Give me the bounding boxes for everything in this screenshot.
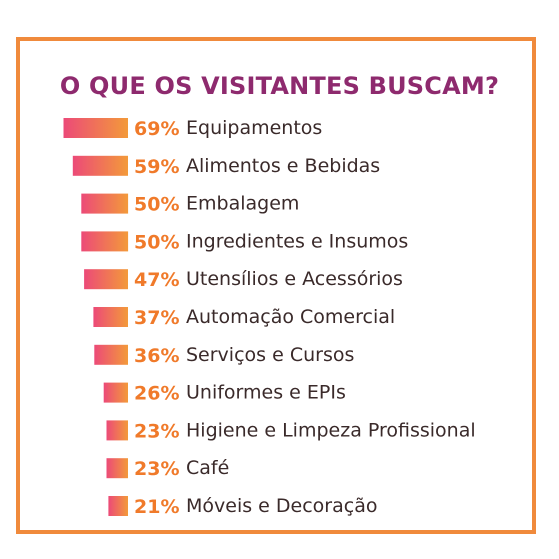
value-label-1: 69%	[134, 118, 179, 140]
bar-8	[103, 382, 128, 403]
category-label-8: Uniformes e EPIs	[186, 382, 346, 404]
bar-7	[94, 344, 128, 365]
bar-3	[81, 193, 129, 214]
bar-2	[72, 155, 128, 176]
bars-group: 69% Equipamentos 59% Alimentos e Bebidas 50%…	[63, 117, 476, 518]
category-label-7: Serviços e Cursos	[186, 344, 354, 366]
bar-4	[81, 231, 129, 252]
category-label-3: Embalagem	[186, 193, 299, 215]
category-label-2: Alimentos e Bebidas	[186, 155, 380, 177]
value-label-3: 50%	[134, 194, 179, 216]
bar-11	[108, 496, 128, 516]
bar-9	[106, 420, 128, 441]
category-label-9: Higiene e Limpeza Profissional	[186, 419, 476, 441]
value-label-7: 36%	[134, 345, 179, 367]
bar-10	[106, 458, 128, 479]
value-label-9: 23%	[134, 420, 179, 442]
category-label-5: Utensílios e Acessórios	[186, 268, 403, 290]
value-label-2: 59%	[134, 156, 179, 178]
bar-1	[63, 118, 128, 138]
category-label-11: Móveis e Decoração	[186, 495, 377, 517]
value-label-10: 23%	[134, 458, 179, 480]
category-label-10: Café	[186, 457, 229, 479]
category-label-6: Automação Comercial	[186, 306, 395, 328]
category-label-4: Ingredientes e Insumos	[186, 230, 408, 252]
bar-5	[84, 269, 128, 290]
value-label-5: 47%	[134, 269, 179, 291]
value-label-4: 50%	[134, 231, 179, 253]
value-label-11: 21%	[134, 496, 179, 518]
value-label-8: 26%	[134, 383, 179, 405]
bar-6	[93, 307, 128, 327]
chart-title: O QUE OS VISITANTES BUSCAM?	[59, 72, 500, 100]
value-label-6: 37%	[134, 307, 179, 329]
category-label-1: Equipamentos	[186, 117, 322, 139]
